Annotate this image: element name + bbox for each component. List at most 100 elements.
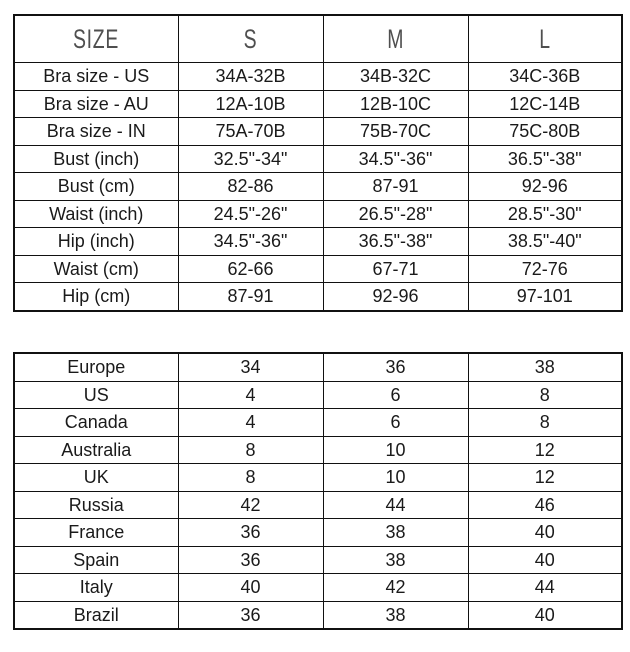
country-chart-value-l: 40	[467, 600, 623, 630]
size-chart-row-label: Bra size - US	[13, 62, 179, 91]
country-chart-value-m: 10	[322, 463, 469, 492]
country-chart-row-label: Italy	[13, 573, 179, 602]
size-chart-value-m: 87-91	[322, 172, 469, 201]
size-chart-value-l: 97-101	[467, 282, 623, 311]
country-chart-value-s: 34	[177, 352, 324, 382]
size-chart-value-m: 34.5"-36"	[322, 144, 469, 173]
size-chart-value-s: 87-91	[177, 282, 324, 311]
country-chart-row: Italy 40 42 44	[13, 573, 623, 602]
measurement-size-chart-table: SIZE S M L Bra size - US 34A-32B 34B-32C 34…	[13, 14, 623, 312]
size-chart-value-s: 75A-70B	[177, 117, 324, 146]
size-chart-value-l: 72-76	[467, 254, 623, 283]
country-chart-value-s: 40	[177, 573, 324, 602]
size-chart-value-l: 75C-80B	[467, 117, 623, 146]
country-chart-value-s: 36	[177, 545, 324, 574]
size-chart-row: Bust (cm) 82-86 87-91 92-96	[13, 172, 623, 201]
country-chart-value-m: 36	[322, 352, 469, 382]
country-chart-value-l: 40	[467, 518, 623, 547]
country-chart-row: US 4 6 8	[13, 380, 623, 409]
size-chart-row-label: Waist (inch)	[13, 199, 179, 228]
size-chart-row: Hip (inch) 34.5"-36" 36.5"-38" 38.5"-40"	[13, 227, 623, 256]
size-chart-value-m: 12B-10C	[322, 89, 469, 118]
size-chart-value-l: 36.5"-38"	[467, 144, 623, 173]
country-chart-body: Europe 34 36 38 US 4 6 8 Canada 4 6 8 Australia 8 10 12…	[13, 352, 623, 630]
size-chart-row-label: Bust (cm)	[13, 172, 179, 201]
size-chart-value-l: 92-96	[467, 172, 623, 201]
country-chart-value-s: 42	[177, 490, 324, 519]
size-m-label: M	[387, 23, 404, 54]
country-chart-value-m: 10	[322, 435, 469, 464]
country-chart-value-m: 42	[322, 573, 469, 602]
country-chart-value-s: 36	[177, 518, 324, 547]
size-chart-value-s: 24.5"-26"	[177, 199, 324, 228]
country-chart-row: Australia 8 10 12	[13, 435, 623, 464]
country-chart-value-s: 36	[177, 600, 324, 630]
country-chart-row-label: Spain	[13, 545, 179, 574]
size-chart-row: Bra size - AU 12A-10B 12B-10C 12C-14B	[13, 89, 623, 118]
country-chart-row-label: France	[13, 518, 179, 547]
country-chart-value-l: 40	[467, 545, 623, 574]
size-chart-value-s: 34A-32B	[177, 62, 324, 91]
country-chart-value-s: 8	[177, 463, 324, 492]
country-chart-row: Europe 34 36 38	[13, 352, 623, 382]
country-chart-value-l: 8	[467, 380, 623, 409]
size-chart-row-label: Waist (cm)	[13, 254, 179, 283]
size-chart-header-s: S	[177, 14, 324, 63]
size-chart-row-label: Hip (inch)	[13, 227, 179, 256]
size-chart-row: Hip (cm) 87-91 92-96 97-101	[13, 282, 623, 311]
size-s-label: S	[243, 23, 258, 54]
size-chart-row: Bust (inch) 32.5"-34" 34.5"-36" 36.5"-38"	[13, 144, 623, 173]
size-chart-header-row: SIZE S M L	[13, 14, 623, 63]
country-chart-row-label: Russia	[13, 490, 179, 519]
country-chart-value-m: 38	[322, 600, 469, 630]
size-chart-value-s: 32.5"-34"	[177, 144, 324, 173]
country-chart-value-l: 44	[467, 573, 623, 602]
size-chart-value-l: 34C-36B	[467, 62, 623, 91]
size-chart-header-m: M	[322, 14, 469, 63]
country-chart-value-m: 38	[322, 518, 469, 547]
size-chart-value-l: 28.5"-30"	[467, 199, 623, 228]
size-chart-value-m: 75B-70C	[322, 117, 469, 146]
country-chart-value-l: 12	[467, 463, 623, 492]
size-chart-row: Bra size - US 34A-32B 34B-32C 34C-36B	[13, 62, 623, 91]
size-chart-row-label: Bust (inch)	[13, 144, 179, 173]
size-chart-value-l: 38.5"-40"	[467, 227, 623, 256]
size-chart-value-s: 62-66	[177, 254, 324, 283]
country-chart-value-l: 8	[467, 408, 623, 437]
country-chart-value-m: 6	[322, 408, 469, 437]
country-chart-row: Brazil 36 38 40	[13, 600, 623, 630]
country-chart-value-m: 6	[322, 380, 469, 409]
country-chart-value-s: 8	[177, 435, 324, 464]
size-chart-value-m: 92-96	[322, 282, 469, 311]
country-chart-row-label: Canada	[13, 408, 179, 437]
size-chart-row-label: Bra size - IN	[13, 117, 179, 146]
size-chart-header-l: L	[467, 14, 623, 63]
country-chart-row: Spain 36 38 40	[13, 545, 623, 574]
country-size-conversion-table: Europe 34 36 38 US 4 6 8 Canada 4 6 8 Australia 8 10 12…	[13, 352, 623, 630]
size-chart-row-label: Bra size - AU	[13, 89, 179, 118]
size-chart-value-l: 12C-14B	[467, 89, 623, 118]
country-chart-row: Russia 42 44 46	[13, 490, 623, 519]
size-chart-value-s: 12A-10B	[177, 89, 324, 118]
country-chart-value-l: 46	[467, 490, 623, 519]
country-chart-value-s: 4	[177, 380, 324, 409]
size-chart-body: Bra size - US 34A-32B 34B-32C 34C-36B Bra si…	[13, 62, 623, 311]
country-chart-row-label: UK	[13, 463, 179, 492]
size-chart-row-label: Hip (cm)	[13, 282, 179, 311]
country-chart-row: UK 8 10 12	[13, 463, 623, 492]
size-chart-value-s: 34.5"-36"	[177, 227, 324, 256]
size-chart-row: Bra size - IN 75A-70B 75B-70C 75C-80B	[13, 117, 623, 146]
size-header-label: SIZE	[73, 23, 120, 54]
size-l-label: L	[538, 23, 551, 54]
country-chart-value-m: 44	[322, 490, 469, 519]
size-chart-value-m: 67-71	[322, 254, 469, 283]
country-chart-row-label: US	[13, 380, 179, 409]
country-chart-value-l: 38	[467, 352, 623, 382]
country-chart-row-label: Australia	[13, 435, 179, 464]
size-chart-row: Waist (inch) 24.5"-26" 26.5"-28" 28.5"-30"	[13, 199, 623, 228]
size-chart-value-s: 82-86	[177, 172, 324, 201]
country-chart-value-l: 12	[467, 435, 623, 464]
country-chart-row-label: Europe	[13, 352, 179, 382]
country-chart-value-m: 38	[322, 545, 469, 574]
